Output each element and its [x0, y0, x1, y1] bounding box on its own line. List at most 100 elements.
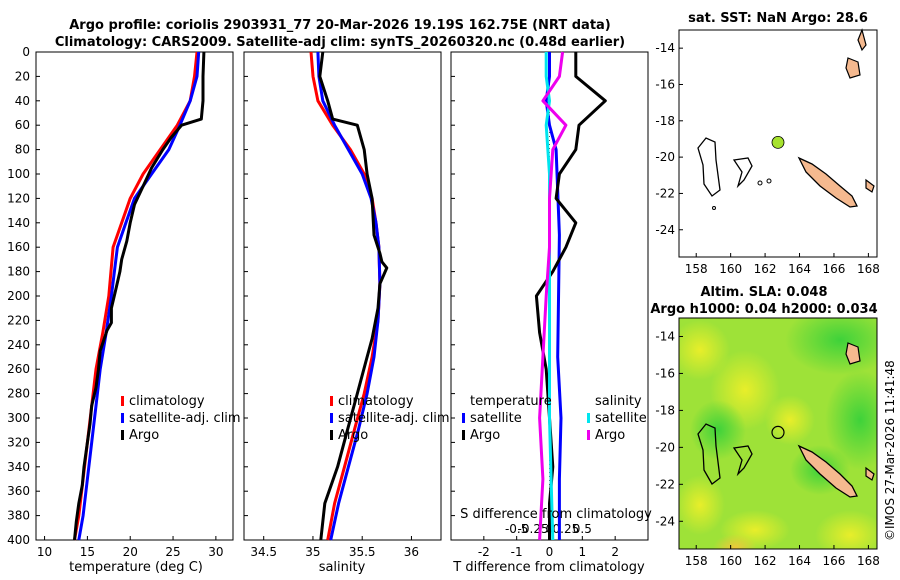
legend-swatch-t-argo	[462, 430, 465, 440]
y-tick-label: 220	[7, 313, 30, 327]
s-tick-label: 0.5	[573, 522, 592, 536]
difference-xlabel: T difference from climatology	[452, 560, 645, 575]
map-y-tick-label: -18	[655, 114, 675, 128]
x-tick-label: 25	[165, 545, 180, 559]
y-tick-label: 40	[15, 94, 30, 108]
sst-map-title: sat. SST: NaN Argo: 28.6	[688, 11, 868, 26]
legend-t-satellite: satellite	[470, 411, 522, 426]
y-tick-label: 100	[7, 167, 30, 181]
sla-map-coastlines	[697, 342, 875, 498]
legend-salinity-header: salinity	[595, 394, 642, 409]
x-tick-label: -2	[478, 545, 490, 559]
legend-swatch-satellite	[330, 413, 333, 423]
sla-map-title-line2: Argo h1000: 0.04 h2000: 0.034	[650, 302, 877, 317]
map-y-tick-label: -22	[655, 477, 675, 491]
coastline-reef	[732, 445, 753, 477]
legend-climatology: climatology	[338, 394, 414, 409]
depth-axis: 0 20 40 60 80 100 120 140 160 180 200 220 240 260 280 3…	[7, 45, 455, 547]
sla-blob	[825, 370, 877, 470]
y-tick-label: 0	[22, 45, 30, 59]
sla-blob	[679, 475, 725, 535]
sla-map-title-line1: Altim. SLA: 0.048	[701, 285, 828, 300]
vanuatu-land	[845, 342, 861, 365]
map-x-tick-label: 166	[823, 554, 846, 568]
y-tick-label: 260	[7, 362, 30, 376]
figure-title-line2: Climatology: CARS2009. Satellite-adj cli…	[55, 35, 625, 50]
legend-swatch-climatology	[330, 396, 333, 406]
sst-map-coastlines	[697, 28, 875, 210]
sla-blob	[713, 534, 757, 549]
y-tick-label: 340	[7, 460, 30, 474]
map-x-tick-label: 158	[685, 554, 708, 568]
sla-map	[678, 317, 878, 550]
y-tick-label: 300	[7, 411, 30, 425]
map-x-tick-label: 164	[788, 554, 811, 568]
y-tick-label: 80	[15, 143, 30, 157]
salinity-legend: climatology satellite-adj. clim Argo	[330, 394, 450, 443]
x-tick-label: 2	[611, 545, 619, 559]
x-tick-label: 35.5	[349, 545, 376, 559]
vanuatu-land	[845, 57, 861, 79]
difference-plot: -2 -1 0 1 2-0.5-0.250 0.250.5	[478, 51, 619, 559]
figure-title-line1: Argo profile: coriolis 2903931_77 20-Mar…	[69, 18, 611, 33]
x-tick-label: 10	[37, 545, 52, 559]
series-argo	[318, 51, 389, 541]
legend-swatch-argo	[121, 430, 124, 440]
map-x-tick-label: 162	[754, 554, 777, 568]
map-y-tick-label: -16	[655, 77, 675, 91]
new-caledonia-land	[797, 444, 858, 498]
sla-field	[679, 318, 877, 549]
sla-blob	[679, 320, 730, 380]
legend-satellite: satellite-adj. clim	[129, 411, 241, 426]
legend-swatch-t-satellite	[462, 413, 465, 423]
x-tick-label: 30	[208, 545, 223, 559]
temperature-xlabel: temperature (deg C)	[69, 560, 203, 575]
y-tick-label: 120	[7, 191, 30, 205]
legend-t-argo: Argo	[470, 428, 500, 443]
map-y-tick-label: -14	[655, 329, 675, 343]
salinity-xlabel: salinity	[319, 560, 366, 575]
legend-argo: Argo	[338, 428, 368, 443]
legend-swatch-s-satellite	[587, 413, 590, 423]
map-y-tick-label: -24	[655, 223, 675, 237]
island-dot	[712, 206, 716, 210]
y-tick-label: 160	[7, 240, 30, 254]
s-tick-label: -0.25	[518, 522, 549, 536]
coastline-chesterfield	[697, 137, 721, 197]
coastline-chesterfield	[697, 423, 721, 485]
x-tick-label: 0	[546, 545, 554, 559]
map-y-tick-label: -18	[655, 403, 675, 417]
salinity-plot: 34.5 35 35.5 36	[250, 51, 419, 559]
legend-satellite: satellite-adj. clim	[338, 411, 450, 426]
x-tick-label: 36	[404, 545, 419, 559]
x-tick-label: -1	[511, 545, 523, 559]
temperature-panel	[35, 51, 234, 541]
sla-blob	[765, 395, 815, 445]
x-tick-label: 1	[579, 545, 587, 559]
y-tick-label: 360	[7, 484, 30, 498]
map-x-tick-label: 162	[754, 262, 777, 276]
loyalty-islands	[865, 178, 875, 193]
difference-legend: temperature satellite Argo salinity sate…	[462, 394, 647, 443]
y-tick-label: 60	[15, 118, 30, 132]
y-tick-label: 140	[7, 216, 30, 230]
map-y-tick-label: -20	[655, 150, 675, 164]
x-tick-label: 15	[80, 545, 95, 559]
map-x-tick-label: 160	[719, 554, 742, 568]
map-x-tick-label: 164	[788, 262, 811, 276]
coastline-reef	[732, 157, 753, 189]
island-dot	[766, 178, 772, 184]
y-tick-label: 20	[15, 69, 30, 83]
map-axes: 158 160 162 164 166 168 -14 -16 -18 -20 -22 -24 158 1…	[655, 41, 879, 568]
legend-swatch-s-argo	[587, 430, 590, 440]
map-x-tick-label: 160	[719, 262, 742, 276]
vanuatu-north-land	[857, 28, 867, 52]
new-caledonia-land	[797, 156, 858, 208]
imos-watermark: ©IMOS 27-Mar-2026 11:41:48	[883, 360, 897, 541]
y-tick-label: 280	[7, 387, 30, 401]
s-difference-label: S difference from climatology	[460, 507, 652, 522]
y-tick-label: 400	[7, 533, 30, 547]
legend-temperature-header: temperature	[470, 394, 552, 409]
y-tick-label: 320	[7, 435, 30, 449]
island-dot	[757, 180, 763, 186]
